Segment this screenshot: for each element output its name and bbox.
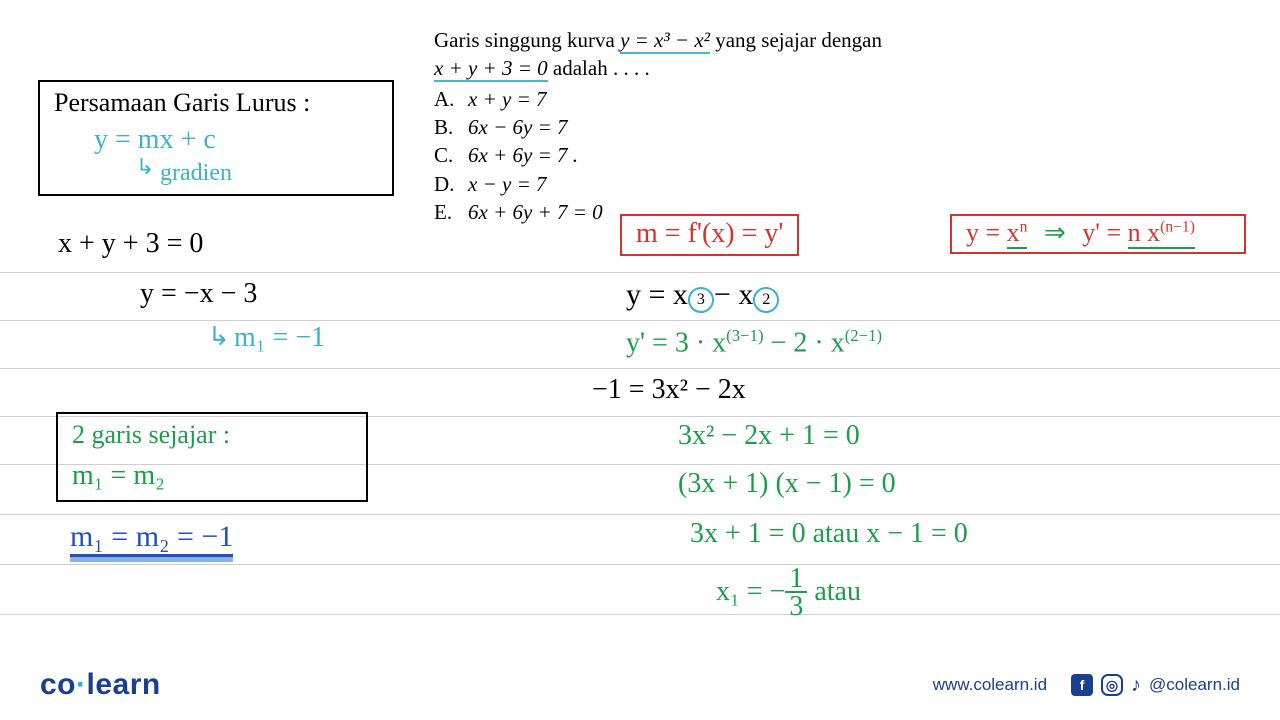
hw-blue-eq: m₁ = m₂ = −1 (70, 520, 233, 554)
opt-d-label: D. (434, 170, 454, 198)
box1-note: gradien (160, 160, 232, 187)
ruled-line (0, 564, 1280, 565)
box3-l2: m₁ = m₂ (72, 460, 165, 492)
rule-rhs: y' = n x(n−1) (1082, 218, 1195, 249)
box1-eq: y = mx + c (94, 124, 216, 156)
formula-box-power-rule: y = xn ⇒ y' = n x(n−1) (950, 214, 1246, 254)
question-line2-tail: adalah . . . . (553, 56, 650, 80)
box1-arrow-icon: ↳ (136, 154, 154, 180)
social-icons: f ◎ ♪ @colearn.id (1071, 674, 1240, 697)
box3-l1: 2 garis sejajar : (72, 420, 230, 450)
opt-e-text: 6x + 6y + 7 = 0 (468, 198, 603, 226)
brand-logo: co·learn (40, 668, 161, 702)
hw-m1: m₁ = −1 (234, 322, 325, 354)
ruled-line (0, 514, 1280, 515)
question-block: Garis singgung kurva y = x³ − x² yang se… (434, 26, 882, 226)
opt-b-label: B. (434, 113, 454, 141)
arrow-icon: ⇒ (1044, 218, 1066, 247)
ruled-line (0, 368, 1280, 369)
instagram-icon: ◎ (1101, 674, 1123, 696)
question-stem2: yang sejajar dengan (715, 28, 882, 52)
facebook-icon: f (1071, 674, 1093, 696)
red-box-text: m = f'(x) = y' (636, 218, 783, 249)
opt-c-text: 6x + 6y = 7 . (468, 141, 578, 169)
question-stem: Garis singgung kurva (434, 28, 620, 52)
work-x1: x₁ = −13 atau (716, 566, 861, 621)
opt-a-text: x + y = 7 (468, 85, 546, 113)
footer: co·learn www.colearn.id f ◎ ♪ @colearn.i… (0, 668, 1280, 702)
formula-box-parallel: 2 garis sejajar : m₁ = m₂ (56, 412, 368, 502)
question-curve: y = x³ − x² (620, 28, 710, 54)
opt-c-label: C. (434, 141, 454, 169)
hw-eq2: y = −x − 3 (140, 278, 257, 310)
rule-lhs: y = xn (966, 218, 1027, 249)
ruled-line (0, 320, 1280, 321)
work-sub: −1 = 3x² − 2x (592, 374, 746, 406)
opt-b-text: 6x − 6y = 7 (468, 113, 567, 141)
arrow-icon: ↳ (208, 322, 230, 352)
opt-a-label: A. (434, 85, 454, 113)
hw-eq1: x + y + 3 = 0 (58, 228, 203, 260)
work-quad: 3x² − 2x + 1 = 0 (678, 420, 860, 452)
work-factor: (3x + 1) (x − 1) = 0 (678, 468, 896, 500)
opt-d-text: x − y = 7 (468, 170, 546, 198)
question-line2: x + y + 3 = 0 (434, 56, 548, 82)
formula-box-derivative: m = f'(x) = y' (620, 214, 799, 256)
social-handle: @colearn.id (1149, 675, 1240, 695)
work-yprime: y' = 3 · x(3−1) − 2 · x(2−1) (626, 326, 882, 359)
ruled-line (0, 614, 1280, 615)
footer-url: www.colearn.id (933, 675, 1047, 695)
work-y: y = x3− x2 (626, 278, 779, 313)
hw-blue-eq-text: m₁ = m₂ = −1 (70, 520, 233, 557)
work-roots-eq: 3x + 1 = 0 atau x − 1 = 0 (690, 518, 968, 550)
formula-box-line-eq: Persamaan Garis Lurus : y = mx + c ↳ gra… (38, 80, 394, 196)
opt-e-label: E. (434, 198, 454, 226)
ruled-line (0, 272, 1280, 273)
box1-title: Persamaan Garis Lurus : (54, 88, 310, 118)
tiktok-icon: ♪ (1131, 674, 1141, 697)
